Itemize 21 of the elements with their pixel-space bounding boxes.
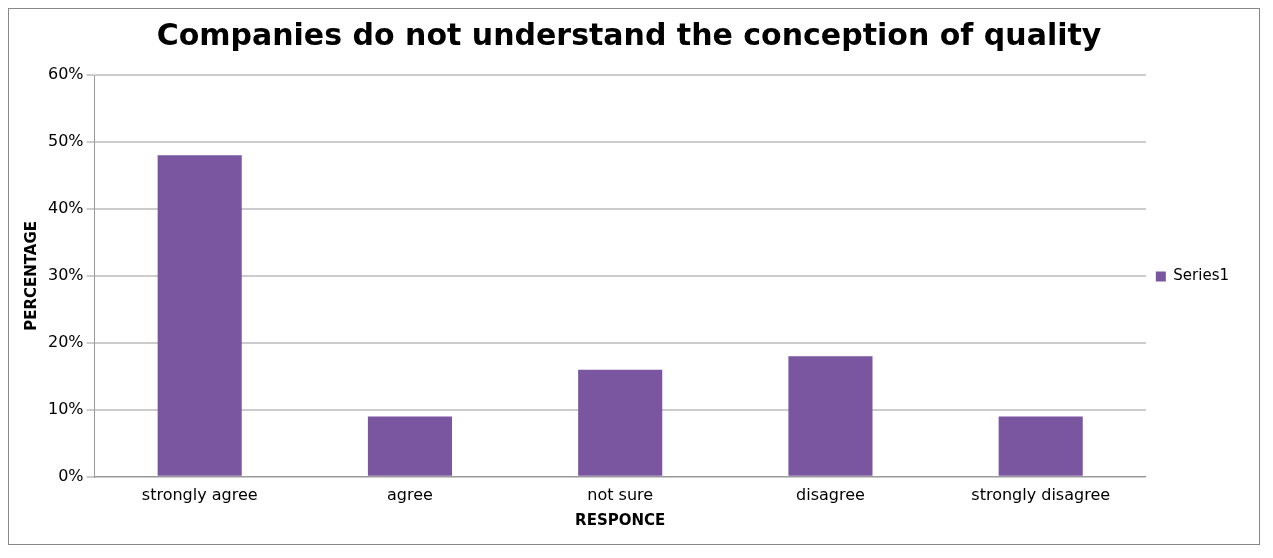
y-tick-label: 30% <box>48 265 84 285</box>
bar <box>998 416 1083 476</box>
bar <box>788 356 873 476</box>
x-tick-label: strongly disagree <box>971 484 1111 504</box>
y-axis-title: PERCENTAGE <box>21 220 40 331</box>
y-tick-label: 0% <box>58 465 84 485</box>
y-tick-label: 20% <box>48 332 84 352</box>
x-tick-label: strongly agree <box>141 484 258 504</box>
y-tick-label: 10% <box>48 398 84 418</box>
x-axis-title: RESPONCE <box>575 510 666 529</box>
y-tick-label: 60% <box>48 64 84 84</box>
x-tick-label: disagree <box>796 484 865 504</box>
x-tick-label: agree <box>387 484 433 504</box>
legend-label: Series1 <box>1173 266 1229 285</box>
x-tick-label: not sure <box>587 484 654 504</box>
bar <box>578 369 663 476</box>
bar <box>157 155 242 476</box>
chart-title: Companies do not understand the conception of quality <box>156 16 1102 52</box>
y-tick-label: 40% <box>48 198 84 218</box>
y-tick-label: 50% <box>48 131 84 151</box>
bar <box>367 416 452 476</box>
